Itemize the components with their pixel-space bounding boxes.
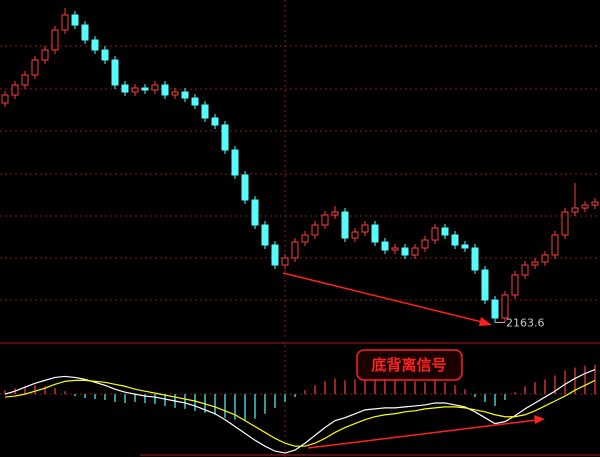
candle-body [491,299,499,319]
arrow-head [534,415,545,424]
candle-body [181,91,189,99]
candle-body [431,227,439,241]
candle-body [241,174,249,201]
candle-body [531,261,539,266]
candle-body [231,149,239,176]
price-panel: 2163.6 [1,8,599,329]
candle-body [391,247,399,251]
candle-body [121,84,129,93]
candle-body [521,264,529,276]
candle-body [551,234,559,256]
candle-body [61,14,69,31]
candle-body [151,84,159,91]
candle-body [91,39,99,51]
candle-body [321,214,329,226]
candle-body [471,247,479,271]
candle-body [171,91,179,96]
annotation-box [356,349,463,381]
candle-body [201,104,209,119]
candle-body [71,14,79,26]
candle-body [141,87,149,91]
macd-line [4,379,596,447]
candle-body [461,244,469,249]
low-price-label: 2163.6 [506,316,545,329]
candle-body [351,231,359,239]
annotation: 底背离信号 [371,356,446,374]
candle-body [451,234,459,246]
candle-body [581,204,589,209]
candle-body [51,29,59,51]
divergence-arrow [307,419,538,449]
candle-body [291,241,299,259]
candle-body [111,59,119,86]
arrow-head [479,317,492,326]
candle-body [541,254,549,263]
candle-body [511,274,519,296]
candle-body [311,224,319,236]
divergence-arrow [282,272,487,324]
candle-body [411,247,419,256]
candle-body [31,59,39,76]
candle-body [191,97,199,106]
candle-body [421,239,429,249]
candle-body [41,49,49,61]
candle-body [591,201,599,206]
candle-body [481,269,489,301]
candle-body [301,234,309,243]
candle-body [501,294,509,319]
candle-body [11,84,19,96]
candle-body [161,84,169,96]
candle-body [1,94,9,104]
candle-body [401,247,409,256]
candle-body [221,124,229,151]
candle-body [441,227,449,236]
macd-panel [4,364,596,454]
candle-body [251,199,259,226]
candle-body [21,74,29,86]
candle-body [361,224,369,233]
candle-body [81,24,89,41]
candle-body [571,207,579,213]
candle-body [331,211,339,216]
candle-body [281,257,289,266]
candle-body [381,241,389,251]
candle-body [101,49,109,61]
candle-body [561,211,569,236]
candle-body [341,211,349,239]
candle-body [261,224,269,246]
candle-body [271,244,279,266]
candle-body [371,224,379,243]
candle-body [211,117,219,126]
candle-body [131,87,139,93]
